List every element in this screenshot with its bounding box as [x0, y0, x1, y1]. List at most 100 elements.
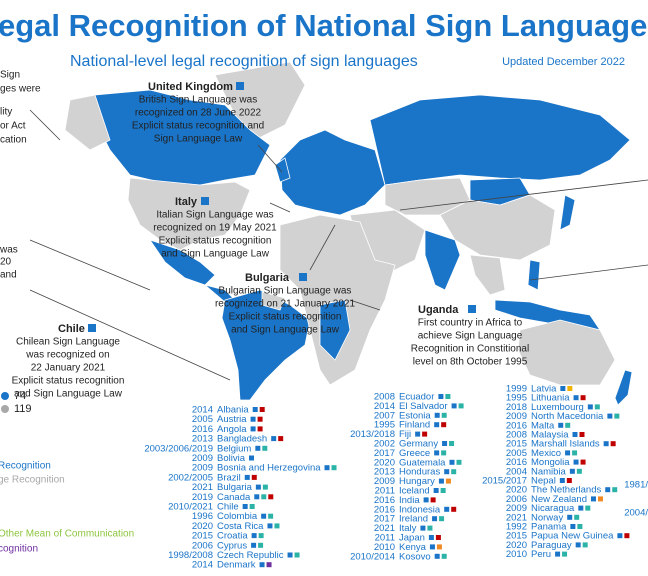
category-square — [585, 505, 591, 511]
year: 2006 — [506, 494, 527, 505]
callout-line: achieve Sign Language — [418, 331, 523, 342]
year: 2002/2005 — [168, 472, 213, 483]
category-square — [578, 505, 584, 511]
legend-dot — [1, 405, 9, 413]
callout-title: Bulgaria — [245, 272, 290, 284]
country: Ecuador — [399, 392, 434, 403]
year: 2009 — [506, 411, 527, 422]
country: Austria — [217, 414, 247, 425]
country: Papua New Guinea — [531, 531, 614, 542]
category-square — [574, 514, 580, 520]
category-square — [572, 450, 578, 456]
category-square — [582, 542, 588, 548]
country: Germany — [399, 439, 438, 450]
country: Marshall Islands — [531, 439, 600, 450]
category-square — [565, 422, 571, 428]
country: Iceland — [399, 486, 430, 497]
year: 2016 — [192, 424, 213, 435]
country: Malta — [531, 420, 555, 431]
category-square — [251, 542, 257, 548]
callout-title: Italy — [175, 196, 198, 208]
country: Greece — [399, 448, 430, 459]
year: 2009 — [374, 476, 395, 487]
year: 2013/2018 — [350, 429, 395, 440]
year: 2013 — [374, 467, 395, 478]
category-square — [603, 441, 609, 447]
category-square — [438, 394, 444, 399]
callout-lines — [29, 109, 648, 381]
year: 2020 — [374, 457, 395, 468]
legend-count: 119 — [14, 403, 32, 415]
alaska — [64, 94, 111, 151]
callout-line: Italian Sign Language was — [156, 210, 273, 221]
category-square — [560, 386, 566, 391]
category-square — [261, 494, 267, 500]
gavel-icon — [201, 197, 209, 205]
country: Belgium — [217, 443, 251, 454]
category-square — [605, 487, 611, 493]
country: El Salvador — [399, 401, 448, 412]
category-square — [567, 386, 573, 391]
category-square — [262, 445, 268, 451]
category-square — [577, 524, 583, 529]
country: Kosovo — [399, 551, 431, 562]
category-square — [439, 516, 445, 522]
callout-line: 22 January 2021 — [31, 363, 106, 374]
uk — [274, 157, 291, 183]
country: Albania — [217, 405, 249, 416]
year: 2010 — [506, 549, 527, 560]
category-square — [254, 494, 260, 500]
world-map — [64, 61, 633, 406]
category-square — [432, 516, 438, 522]
category-square — [580, 395, 586, 401]
year: 2015 — [506, 531, 527, 542]
category-square — [433, 488, 439, 493]
category-square — [445, 478, 451, 484]
category-square — [612, 487, 618, 493]
year: 2016 — [374, 504, 395, 515]
country: Indonesia — [399, 504, 441, 515]
india — [424, 229, 461, 291]
category-square — [331, 465, 337, 471]
leader-line — [269, 202, 291, 213]
country: Chile — [217, 502, 239, 513]
category-square — [427, 525, 433, 531]
gavel-icon — [88, 324, 96, 332]
country: Italy — [399, 523, 417, 534]
category-square — [259, 407, 265, 412]
year: 2003/2006/2019 — [144, 443, 213, 454]
leader-line — [529, 264, 648, 281]
usa — [127, 177, 251, 251]
country: Bangladesh — [217, 434, 267, 445]
country: Hungary — [399, 476, 435, 487]
country: Costa Rica — [217, 521, 264, 532]
category-square — [451, 403, 457, 409]
year: 2016 — [506, 420, 527, 431]
category-square — [257, 416, 263, 422]
year: 2014 — [374, 401, 395, 412]
category-square — [579, 432, 585, 437]
leader-line — [29, 239, 151, 291]
year: 1992 — [506, 522, 527, 533]
russia — [369, 94, 631, 186]
category-square — [570, 524, 576, 529]
category-square — [565, 450, 571, 456]
category-square — [569, 468, 575, 474]
country: North Macedonia — [531, 411, 604, 422]
category-square — [441, 450, 447, 456]
category-square — [440, 488, 446, 493]
country: India — [399, 495, 420, 506]
category-square — [559, 478, 565, 483]
category-square — [250, 416, 256, 422]
year: 1981/ — [624, 480, 648, 491]
year: 2006 — [192, 540, 213, 551]
south-america — [221, 289, 311, 401]
category-square — [268, 513, 274, 519]
country: The Netherlands — [531, 485, 601, 496]
subtitle: National-level legal recognition of sign… — [70, 53, 418, 70]
country: Japan — [399, 533, 425, 544]
country: Estonia — [399, 410, 431, 421]
china — [439, 194, 556, 261]
